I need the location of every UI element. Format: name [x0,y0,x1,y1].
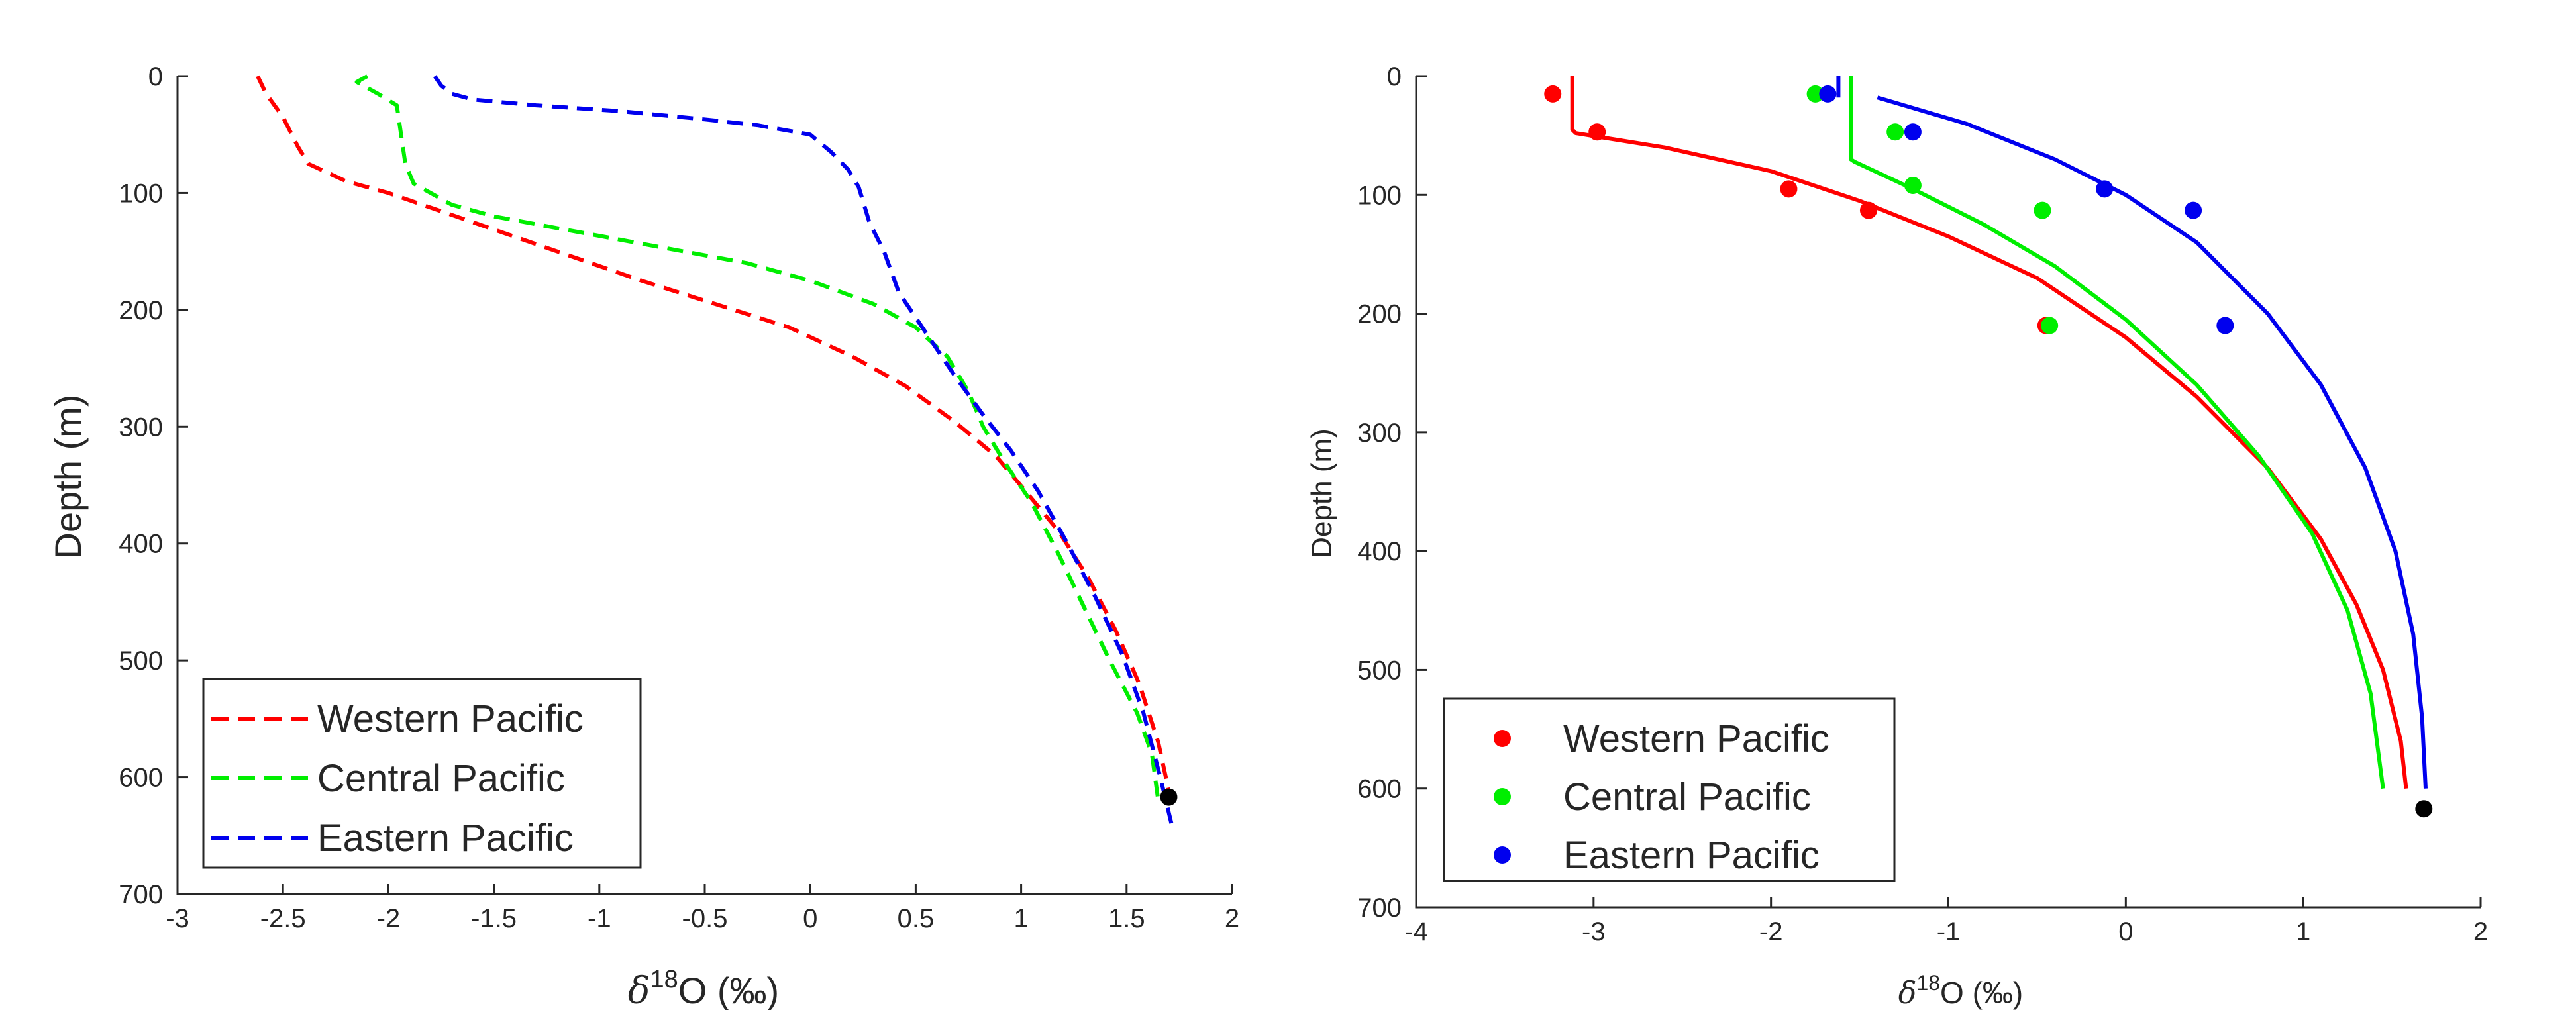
left-legend: Western Pacific Central Pacific Eastern Pa… [202,678,642,869]
left-x-tick-label: -3 [166,904,189,933]
right-central-pacific-point [1904,176,1922,194]
right-central-pacific-point [1806,85,1824,103]
right-marker [2415,800,2433,818]
left-y-tick-label: 300 [119,413,163,442]
left-y-tick-label: 600 [119,764,163,793]
left-eastern-pacific-line [433,75,1175,831]
left-x-tick-label: -1 [588,904,611,933]
right-western-pacific-point [1544,85,1562,103]
right-central-pacific-point [1886,123,1904,141]
right-y-tick-label: 100 [1357,181,1402,210]
left-legend-label: Central Pacific [317,757,565,800]
right-legend-label: Eastern Pacific [1563,834,1820,877]
right-eastern-pacific-point [2216,317,2234,334]
left-x-tick-label: 2 [1225,904,1239,933]
right-legend: Western Pacific Central Pacific Eastern Pa… [1443,697,1896,882]
right-series [1544,76,2428,789]
left-x-tick-label: 0.5 [898,904,935,933]
left-legend-label: Eastern Pacific [317,817,574,860]
right-y-tick-label: 700 [1357,893,1402,923]
right-endpoint-marker [2415,800,2433,818]
right-x-tick-label: 1 [2296,917,2310,946]
left-x-tick-label: -1.5 [471,904,517,933]
right-y-tick-label: 600 [1357,775,1402,804]
left-y-tick-label: 700 [119,880,163,909]
right-x-axis: -4 -3 -2 -1 0 1 2 [1404,897,2488,946]
right-legend-box [1443,697,1896,882]
left-endpoint-marker [1160,788,1178,806]
right-y-tick-label: 200 [1357,300,1402,329]
left-x-label-main: δ [628,970,650,1010]
right-x-axis-label: δ18O (‰) [1898,971,2024,1010]
right-x-label-main: δ [1898,975,1917,1010]
right-legend-swatch [1494,846,1511,864]
right-panel: -4 -3 -2 -1 0 1 2 0 100 200 300 400 500 600 700 Weste… [1306,62,2488,1010]
right-y-axis: 0 100 200 300 400 500 600 700 [1357,62,2481,923]
left-y-tick-label: 200 [119,296,163,325]
left-x-tick-label: -0.5 [682,904,728,933]
right-legend-label: Central Pacific [1563,776,1811,819]
left-x-tick-label: 1.5 [1108,904,1145,933]
right-y-axis-label: Depth (m) [1306,429,1338,558]
right-eastern-pacific-point [1904,123,1922,141]
right-western-pacific-point [1588,123,1606,141]
left-y-tick-label: 0 [148,62,163,91]
left-panel: -3 -2.5 -2 -1.5 -1 -0.5 0 0.5 1 1.5 2 0 100 200 300 40… [47,62,1239,1010]
left-x-axis-label: δ18O (‰) [628,966,779,1010]
left-y-axis: 0 100 200 300 400 500 600 700 [119,62,1232,909]
left-y-axis-label: Depth (m) [47,395,89,560]
left-y-tick-label: 100 [119,179,163,208]
right-x-tick-label: 2 [2473,917,2488,946]
right-x-label-sup: 18 [1916,971,1940,995]
right-central-pacific-point [2034,201,2051,219]
left-x-tick-label: 0 [803,904,817,933]
right-x-tick-label: -4 [1404,917,1428,946]
right-eastern-pacific-line [1877,95,2428,789]
left-series [256,74,1175,831]
right-x-tick-label: -3 [1582,917,1606,946]
left-marker [1160,788,1178,806]
left-x-label-sup: 18 [650,966,678,993]
right-y-tick-label: 400 [1357,537,1402,566]
right-y-tick-label: 300 [1357,419,1402,448]
right-legend-swatch [1494,730,1511,747]
right-legend-label: Western Pacific [1563,717,1829,760]
right-x-tick-label: -1 [1937,917,1961,946]
right-western-pacific-point [1780,180,1798,198]
left-x-tick-label: -2 [377,904,401,933]
left-western-pacific-line [256,75,1173,801]
left-x-axis: -3 -2.5 -2 -1.5 -1 -0.5 0 0.5 1 1.5 2 [166,884,1239,933]
right-eastern-pacific-point [2185,201,2202,219]
right-x-tick-label: -2 [1759,917,1783,946]
right-legend-swatch [1494,788,1511,805]
right-y-tick-label: 0 [1387,62,1402,91]
left-central-pacific-line [354,74,1160,801]
right-y-tick-label: 500 [1357,656,1402,685]
left-x-tick-label: -2.5 [260,904,306,933]
left-x-tick-label: 1 [1013,904,1028,933]
left-x-label-rest: O (‰) [678,970,779,1010]
right-eastern-pacific-point [1819,85,1837,103]
right-x-tick-label: 0 [2118,917,2133,946]
left-legend-label: Western Pacific [317,697,584,740]
right-central-pacific-line [1849,76,2385,789]
left-y-tick-label: 500 [119,646,163,676]
right-eastern-pacific-point [2096,180,2114,198]
left-y-tick-label: 400 [119,530,163,559]
right-x-label-rest: O (‰) [1940,976,2023,1010]
right-central-pacific-point [2041,317,2059,334]
right-western-pacific-line [1570,76,2408,789]
right-western-pacific-point [1859,201,1877,219]
